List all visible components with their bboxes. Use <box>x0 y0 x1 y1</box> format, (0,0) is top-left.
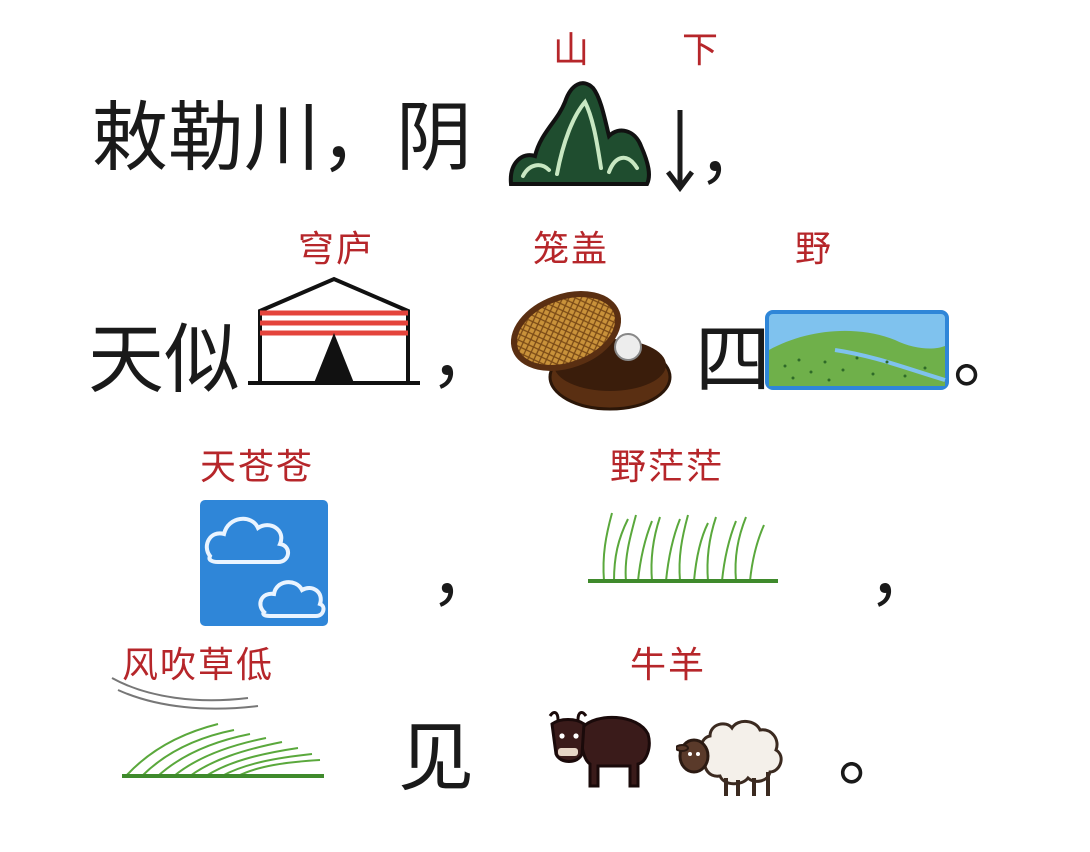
mountain-icon <box>505 72 655 192</box>
char-see: 见 <box>398 713 474 802</box>
annotation-yurt: 穹庐 <box>298 229 375 270</box>
annotation-wind: 风吹草低 <box>122 645 275 686</box>
wind-grass-icon <box>108 672 330 784</box>
yurt-icon <box>248 275 420 387</box>
line1-comma: ， <box>698 112 768 194</box>
line4-period: 。 <box>838 714 908 796</box>
line3-comma2: ， <box>868 534 938 616</box>
annotation-basket: 笼盖 <box>533 229 610 270</box>
char-four: 四 <box>695 315 771 404</box>
green-field-icon <box>765 310 949 390</box>
annotation-mountain: 山 <box>553 30 592 71</box>
annotation-down: 下 <box>682 30 721 71</box>
bamboo-steamer-icon <box>506 287 676 417</box>
annotation-grass: 野茫茫 <box>610 447 725 488</box>
annotation-field: 野 <box>795 229 834 270</box>
annotation-sky: 天苍苍 <box>200 447 315 488</box>
line1-text: 敕勒川，阴 <box>92 93 472 182</box>
down-arrow-icon <box>662 108 702 194</box>
sheep-icon <box>676 712 788 800</box>
tall-grass-icon <box>588 505 778 585</box>
line2-comma: ， <box>430 316 500 398</box>
blue-sky-clouds-icon <box>200 500 328 626</box>
yak-icon <box>546 706 656 790</box>
line3-comma1: ， <box>430 534 500 616</box>
line2-period: 。 <box>953 316 1023 398</box>
line2-text: 天似 <box>88 315 240 404</box>
annotation-animals: 牛羊 <box>630 645 707 686</box>
